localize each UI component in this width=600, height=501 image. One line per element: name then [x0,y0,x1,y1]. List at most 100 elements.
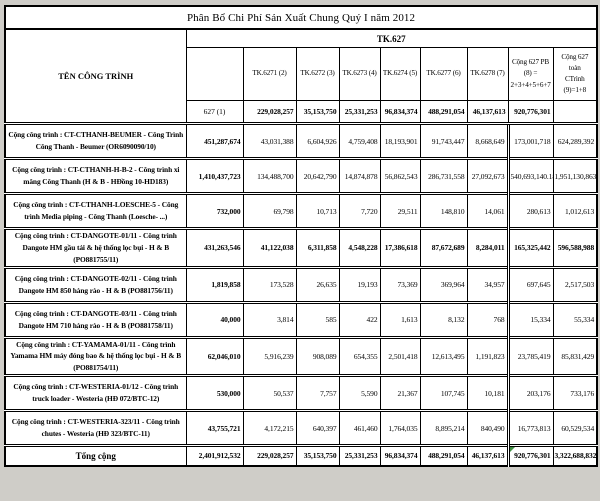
total-value-cell: 488,291,054 [419,444,468,467]
value-cell-tk6272: 10,713 [295,192,340,229]
base-row-label: 627 (1) [185,100,244,125]
table-row: Cộng công trình : CT-WESTERIA-01/12 - Cô… [4,374,598,412]
value-cell-tk6274: 29,511 [379,192,421,229]
project-name-cell: Cộng công trình : CT-CTHANH-LOESCHE-5 - … [4,192,187,229]
table-row: Cộng công trình : CT-CTHANH-LOESCHE-5 - … [4,192,598,229]
table-row: Cộng công trình : CT-CTHANH-H-B-2 - Công… [4,157,598,194]
value-cell-tk6273: 422 [338,300,381,338]
value-cell-tk6278: 8,668,649 [466,122,509,159]
value-cell-tk6272: 6,604,926 [295,122,340,159]
value-cell-tk6278: 1,191,823 [466,335,509,377]
total-value-cell: 229,028,257 [242,444,297,467]
column-header-cong-627-toan: Cộng 627 toàn CTrình (9)=1+8 [552,47,598,101]
total-label: Tổng cộng [4,444,187,467]
value-cell-cong-627-pb: 203,176 [506,374,554,412]
value-cell-tk6273: 461,460 [338,409,381,447]
value-cell-tk6272: 20,642,790 [295,157,340,194]
value-cell-627-1: 1,819,858 [185,265,244,303]
header-627-base-row: 627 (1) 229,028,257 35,153,750 25,331,25… [5,100,598,125]
value-cell-cong-627-pb: 280,613 [506,192,554,229]
project-name-cell: Cộng công trình : CT-WESTERIA-323/11 - C… [4,409,187,447]
value-cell-tk6278: 34,957 [466,265,509,303]
value-cell-tk6278: 8,284,011 [466,227,509,268]
value-cell-tk6274: 18,193,901 [379,122,421,159]
table-row: Cộng công trình : CT-CTHANH-BEUMER - Côn… [4,122,598,159]
value-cell-cong-627-pb: 23,785,419 [506,335,554,377]
project-name-cell: Cộng công trình : CT-WESTERIA-01/12 - Cô… [4,374,187,412]
total-value-cell: 2,401,912,532 [185,444,244,467]
value-cell-tk6272: 908,089 [295,335,340,377]
base-value-cell-empty [552,100,598,125]
value-cell-cong-627-toan: 60,529,534 [552,409,598,447]
project-name-cell: Cộng công trình : CT-YAMAMA-01/11 - Công… [4,335,187,377]
data-rows: Cộng công trình : CT-CTHANH-BEUMER - Côn… [4,122,598,447]
value-cell-cong-627-pb: 540,693,140.18 [506,157,554,194]
header-group-row: TÊN CÔNG TRÌNH TK.627 [4,28,598,124]
value-cell-627-1: 451,287,674 [185,122,244,159]
value-cell-tk6272: 26,635 [295,265,340,303]
total-row: Tổng cộng 2,401,912,532 229,028,257 35,1… [4,444,598,467]
value-cell-tk6277: 8,895,214 [419,409,468,447]
value-cell-tk6277: 369,964 [419,265,468,303]
base-value-cell: 35,153,750 [295,100,340,125]
value-cell-tk6274: 56,862,543 [379,157,421,194]
value-cell-tk6271: 4,172,215 [242,409,297,447]
value-cell-cong-627-toan: 733,176 [552,374,598,412]
base-value-cell: 229,028,257 [242,100,297,125]
column-group-header-tk627: TK.627 [185,28,598,48]
value-cell-tk6272: 585 [295,300,340,338]
total-value-cell: 96,834,374 [379,444,421,467]
column-header-cong-627-pb: Cộng 627 PB (8) = 2+3+4+5+6+7 [507,47,554,101]
project-name-cell: Cộng công trình : CT-DANGOTE-02/11 - Côn… [4,265,187,303]
value-cell-tk6273: 4,548,228 [338,227,381,268]
total-value-cell: 25,331,253 [338,444,381,467]
report-title: Phân Bổ Chi Phí Sản Xuất Chung Quý I năm… [4,5,598,30]
column-header-tk6277: TK.6277 (6) [419,47,468,101]
base-value-cell: 96,834,374 [379,100,421,125]
value-cell-tk6274: 17,386,618 [379,227,421,268]
column-header-tk6271: TK.6271 (2) [242,47,297,101]
value-cell-cong-627-toan: 596,588,988 [552,227,598,268]
value-cell-cong-627-toan: 55,334 [552,300,598,338]
value-cell-627-1: 62,046,010 [185,335,244,377]
value-cell-tk6278: 840,490 [466,409,509,447]
total-value-cell-pb: 920,776,301 [506,444,554,467]
value-cell-tk6274: 2,501,418 [379,335,421,377]
value-cell-tk6271: 5,916,239 [242,335,297,377]
value-cell-tk6271: 134,488,700 [242,157,297,194]
project-name-cell: Cộng công trình : CT-CTHANH-BEUMER - Côn… [4,122,187,159]
column-header-tk6273: TK.6273 (4) [338,47,381,101]
column-header-tk6278: TK.6278 (7) [466,47,509,101]
project-name-cell: Cộng công trình : CT-CTHANH-H-B-2 - Công… [4,157,187,194]
value-cell-cong-627-toan: 624,289,392 [552,122,598,159]
value-cell-cong-627-pb: 173,001,718 [506,122,554,159]
value-cell-cong-627-pb: 165,325,442 [506,227,554,268]
value-cell-cong-627-toan: 1,012,613 [552,192,598,229]
base-value-cell: 46,137,613 [466,100,509,125]
value-cell-tk6274: 73,369 [379,265,421,303]
base-value-cell: 488,291,054 [419,100,468,125]
value-cell-tk6278: 10,181 [466,374,509,412]
value-cell-tk6271: 69,798 [242,192,297,229]
value-cell-tk6277: 286,731,558 [419,157,468,194]
value-cell-tk6274: 21,367 [379,374,421,412]
value-cell-627-1: 431,263,546 [185,227,244,268]
value-cell-tk6273: 7,720 [338,192,381,229]
table-row: Cộng công trình : CT-DANGOTE-03/11 - Côn… [4,300,598,338]
value-cell-tk6271: 50,537 [242,374,297,412]
value-cell-tk6277: 12,613,495 [419,335,468,377]
total-value-cell: 46,137,613 [466,444,509,467]
value-cell-tk6278: 14,061 [466,192,509,229]
table-row: Cộng công trình : CT-DANGOTE-01/11 - Côn… [4,227,598,268]
value-cell-tk6272: 7,757 [295,374,340,412]
value-cell-tk6273: 654,355 [338,335,381,377]
value-cell-tk6277: 91,743,447 [419,122,468,159]
value-cell-tk6273: 19,193 [338,265,381,303]
value-cell-627-1: 43,755,721 [185,409,244,447]
table-row: Cộng công trình : CT-DANGOTE-02/11 - Côn… [4,265,598,303]
project-name-cell: Cộng công trình : CT-DANGOTE-01/11 - Côn… [4,227,187,268]
column-header-tk6272: TK.6272 (3) [295,47,340,101]
total-value-text: 920,776,301 [514,451,551,461]
value-cell-tk6273: 14,874,878 [338,157,381,194]
value-cell-tk6273: 5,590 [338,374,381,412]
